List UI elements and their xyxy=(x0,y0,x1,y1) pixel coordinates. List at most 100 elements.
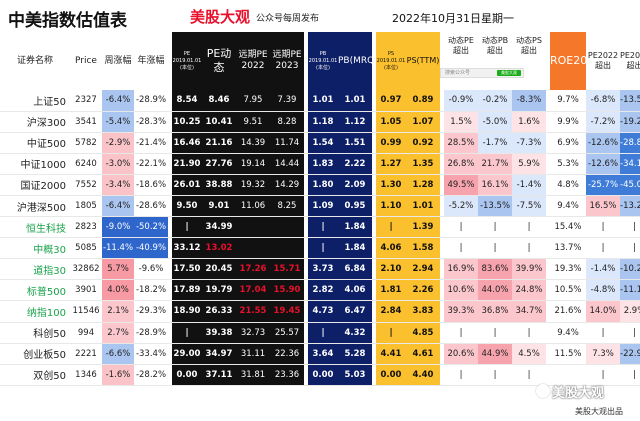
cell-week: -11.4% xyxy=(102,237,134,260)
cell-ps: 1.28 xyxy=(406,174,440,196)
cell-pe22: 14.39 xyxy=(236,132,270,154)
cell-pe_dyn: 39.38 xyxy=(202,322,236,344)
cell-pb_pct: 2.82 xyxy=(308,279,338,302)
cell-sep xyxy=(372,343,376,365)
cell-sep xyxy=(168,300,172,323)
cell-year: -9.6% xyxy=(134,258,168,281)
cell-e22: | xyxy=(586,322,620,344)
cell-e22: -12.6% xyxy=(586,153,620,175)
cell-pe23: 8.25 xyxy=(270,195,304,218)
cell-sep xyxy=(304,322,308,344)
cell-sep xyxy=(440,322,444,344)
cell-dps: 4.5% xyxy=(512,343,546,365)
col-name: 证券名称 xyxy=(16,55,53,66)
cell-dpb: | xyxy=(478,364,512,386)
cell-price: 3901 xyxy=(70,279,102,302)
cell-pe_dyn: 8.46 xyxy=(202,90,236,112)
cell-year: -18.2% xyxy=(134,279,168,302)
cell-year: -28.3% xyxy=(134,111,168,133)
cell-pe22: 17.04 xyxy=(236,279,270,302)
cell-pe_pct: | xyxy=(172,322,202,344)
cell-sep xyxy=(168,195,172,218)
cell-week: -3.4% xyxy=(102,174,134,196)
cell-ps: 0.89 xyxy=(406,90,440,112)
cell-roe: 9.4% xyxy=(550,195,586,218)
cell-e22: 14.0% xyxy=(586,300,620,323)
cell-pe22: 19.32 xyxy=(236,174,270,196)
cell-pb_pct: 1.83 xyxy=(308,153,338,175)
cell-sep xyxy=(546,237,550,260)
cell-sep xyxy=(440,343,444,365)
table-row: 创业板50 2221 -6.6% -33.4% 29.00 34.97 31.11 22.36… xyxy=(0,343,640,365)
cell-year: -28.9% xyxy=(134,90,168,112)
cell-ps: 4.85 xyxy=(406,322,440,344)
cell-pe_pct: 17.89 xyxy=(172,279,202,302)
header-row: 证券名称 Price 周涨幅 年涨幅 PE 2019.01.01 (本位) PE动… xyxy=(0,32,640,90)
cell-pb: 2.22 xyxy=(338,153,372,175)
valuation-table: 证券名称 Price 周涨幅 年涨幅 PE 2019.01.01 (本位) PE动… xyxy=(0,32,640,386)
cell-pe_dyn: 20.45 xyxy=(202,258,236,281)
cell-dpb: 83.6% xyxy=(478,258,512,281)
cell-pe_dyn: 38.88 xyxy=(202,174,236,196)
cell-ps: 3.83 xyxy=(406,300,440,323)
brand-subtitle: 公众号每周发布 xyxy=(256,14,320,24)
cell-e23: -13.2% xyxy=(620,195,640,218)
cell-ps_pct: 2.84 xyxy=(376,300,406,323)
cell-sep xyxy=(168,111,172,133)
cell-pb_pct: 3.73 xyxy=(308,258,338,281)
cell-name: 道指30 xyxy=(0,258,70,281)
cell-pe_pct: 8.54 xyxy=(172,90,202,112)
cell-ps: 1.39 xyxy=(406,216,440,239)
col-year-chg: 年涨幅 xyxy=(137,55,165,66)
cell-dpb: -13.5% xyxy=(478,195,512,218)
cell-pe_dyn: 9.01 xyxy=(202,195,236,218)
cell-ps_pct: 1.27 xyxy=(376,153,406,175)
cell-pe23: 19.45 xyxy=(270,300,304,323)
cell-pe_dyn: 34.99 xyxy=(202,216,236,239)
cell-ps_pct: 4.06 xyxy=(376,237,406,260)
cell-year: -28.6% xyxy=(134,195,168,218)
col-dyn-ps-exceed: 动态PS 超出 xyxy=(516,36,542,55)
cell-name: 上证50 xyxy=(0,90,70,112)
cell-dpe: | xyxy=(444,364,478,386)
cell-roe: 19.3% xyxy=(550,258,586,281)
cell-e22: -7.2% xyxy=(586,111,620,133)
cell-pe23: 15.90 xyxy=(270,279,304,302)
cell-week: 5.7% xyxy=(102,258,134,281)
cell-dpe: 49.5% xyxy=(444,174,478,196)
cell-dps: 39.9% xyxy=(512,258,546,281)
cell-year: -29.3% xyxy=(134,300,168,323)
wechat-follow-button[interactable]: 美股大观 xyxy=(497,70,521,76)
cell-sep xyxy=(168,90,172,112)
cell-sep xyxy=(168,258,172,281)
cell-pb_pct: | xyxy=(308,216,338,239)
cell-sep xyxy=(372,279,376,302)
cell-e22: | xyxy=(586,237,620,260)
col-ps-pct: PS 2019.01.01 (本位) xyxy=(376,32,406,90)
cell-e23: -45.0% xyxy=(620,174,640,196)
cell-dpb: -0.2% xyxy=(478,90,512,112)
cell-pb: 0.95 xyxy=(338,195,372,218)
cell-ps_pct: 1.05 xyxy=(376,111,406,133)
cell-sep xyxy=(372,132,376,154)
cell-sep xyxy=(440,153,444,175)
cell-name: 标普500 xyxy=(0,279,70,302)
cell-sep xyxy=(304,90,308,112)
cell-pe23: 15.71 xyxy=(270,258,304,281)
col-pb-pct: PB 2019.01.01 (本位) xyxy=(308,32,338,90)
cell-pe_dyn: 21.16 xyxy=(202,132,236,154)
cell-sep xyxy=(546,132,550,154)
cell-e23: -11.1% xyxy=(620,279,640,302)
cell-sep xyxy=(546,195,550,218)
cell-ps_pct: 1.81 xyxy=(376,279,406,302)
wechat-search-input[interactable]: 搜索公众号 xyxy=(440,68,524,78)
cell-roe: 13.7% xyxy=(550,237,586,260)
cell-sep xyxy=(304,300,308,323)
cell-dpe: 20.6% xyxy=(444,343,478,365)
cell-sep xyxy=(546,364,550,386)
cell-pe_pct: 9.50 xyxy=(172,195,202,218)
cell-week: -1.6% xyxy=(102,364,134,386)
cell-sep xyxy=(440,237,444,260)
cell-pb_pct: 4.73 xyxy=(308,300,338,323)
